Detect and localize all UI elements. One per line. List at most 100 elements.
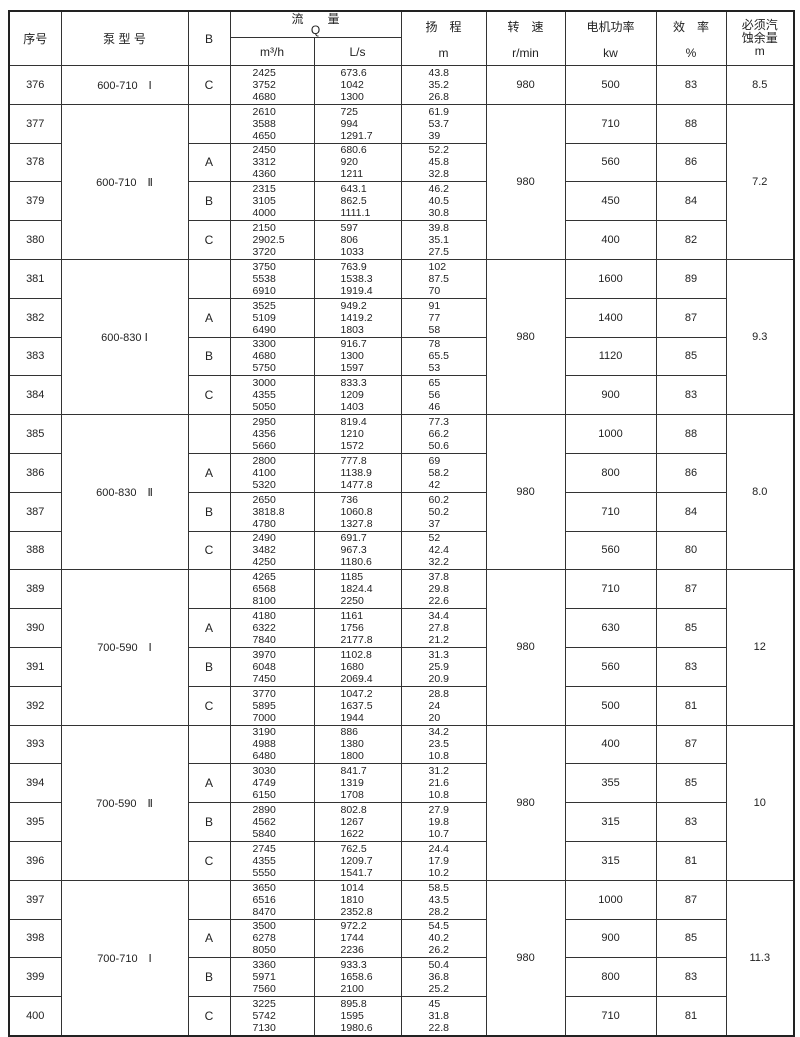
table-row: 377 600-710 Ⅱ 2610 3588 4650 725 994 1291.7 61.9… [8,103,795,260]
impeller-cut [187,414,231,454]
head-m: 46.2 40.5 30.8 [400,181,487,222]
impeller-cut: A [187,763,231,804]
flow-ls-value: 736 [340,493,359,506]
flow-m3h: 4265 6568 8100 [229,569,315,610]
table-row: 378 A 2450 3312 4360 680.6 920 1211 52.2 45.8 32.8… [8,142,794,183]
impeller-cut: A [187,608,231,648]
flow-m3h-value: 2315 [252,183,276,196]
flow-ls-value: 1060.8 [340,505,373,518]
flow-ls: 802.8 1267 1622 [313,802,402,842]
impeller-cut: C [187,375,231,416]
flow-m3h-value: 2425 [252,66,276,79]
flow-m3h-value: 7000 [252,711,276,724]
motor-power: 355 [564,763,657,804]
row-no: 400 [8,996,62,1037]
table-row: 376 600-710 Ⅰ C 2425 3752 4680 673.6 1042 1300 43… [8,65,795,105]
flow-m3h-value: 5320 [252,478,276,491]
flow-m3h-value: 6568 [252,583,276,596]
flow-ls-value: 1803 [340,323,364,336]
flow-ls-value: 949.2 [340,299,367,312]
head-m-value: 78 [428,338,441,351]
flow-ls-value: 1210 [340,428,364,441]
flow-m3h-value: 7560 [252,983,276,996]
flow-m3h-value: 4562 [252,816,276,829]
header-flow-m3h: m³/h [229,37,315,66]
flow-m3h-value: 5895 [252,699,276,712]
row-no: 385 [8,414,62,454]
head-m-value: 43.5 [428,893,449,906]
head-m-value: 25.9 [428,660,449,673]
head-m-value: 45.8 [428,156,449,169]
table-row: 397 700-710 Ⅰ 3650 6516 8470 1014 1810 2352.8 58… [8,879,795,1037]
flow-ls: 597 806 1033 [313,220,402,260]
flow-ls-value: 1744 [340,932,364,945]
flow-m3h-value: 3588 [252,117,276,130]
motor-power: 450 [564,181,657,222]
speed-rpm: 980 [485,65,566,105]
flow-m3h-value: 3752 [252,78,276,91]
motor-power: 630 [564,608,657,648]
flow-ls-value: 1541.7 [340,866,373,879]
flow-ls: 895.8 1595 1980.6 [313,996,402,1037]
head-m-value: 35.1 [428,234,449,247]
flow-m3h-value: 4749 [252,777,276,790]
row-no: 376 [8,65,62,105]
flow-ls-value: 862.5 [340,195,367,208]
row-no: 377 [8,103,62,144]
flow-ls-value: 2069.4 [340,672,373,685]
efficiency: 85 [655,336,727,377]
flow-ls-value: 673.6 [340,66,367,79]
head-m-value: 37 [428,517,441,530]
impeller-cut: C [187,530,231,571]
motor-power: 1120 [564,336,657,377]
table-row: 380 C 2150 2902.5 3720 597 806 1033 39.8 35.1 27.5… [8,220,794,260]
flow-ls: 972.2 1744 2236 [313,918,402,959]
npsh-required: 7.2 [725,103,795,260]
flow-m3h-value: 3030 [252,765,276,778]
header-speed-unit: r/min [512,45,539,60]
head-m: 28.8 24 20 [400,685,487,726]
flow-ls-value: 967.3 [340,544,367,557]
flow-m3h-value: 2890 [252,804,276,817]
flow-ls: 1014 1810 2352.8 [313,879,402,920]
flow-m3h-value: 6480 [252,750,276,763]
flow-m3h-value: 2490 [252,532,276,545]
flow-m3h-value: 2950 [252,416,276,429]
head-m-value: 10.7 [428,828,449,841]
flow-ls: 916.7 1300 1597 [313,336,402,377]
head-m-value: 10.8 [428,750,449,763]
head-m-value: 70 [428,284,441,297]
flow-m3h-value: 2745 [252,842,276,855]
head-m-value: 58.5 [428,881,449,894]
head-m-value: 31.2 [428,765,449,778]
flow-m3h-value: 3105 [252,195,276,208]
header-head: 扬 程 m [400,10,487,66]
flow-ls-value: 1209.7 [340,854,373,867]
flow-m3h-value: 2150 [252,222,276,235]
flow-ls: 949.2 1419.2 1803 [313,297,402,338]
row-no: 391 [8,646,62,687]
flow-ls-value: 1319 [340,777,364,790]
head-m-value: 31.8 [428,1010,449,1023]
flow-m3h-value: 6048 [252,660,276,673]
flow-m3h-value: 5750 [252,362,276,375]
flow-m3h-value: 3300 [252,338,276,351]
flow-m3h: 3225 5742 7130 [229,996,315,1037]
table-row: 389 700-590 Ⅰ 4265 6568 8100 1185 1824.4 2250 37… [8,569,795,726]
row-no: 393 [8,724,62,765]
pump-model: 600-830 Ⅰ [60,258,189,416]
motor-power: 400 [564,724,657,765]
table-body: 376 600-710 Ⅰ C 2425 3752 4680 673.6 1042 1300 43… [8,65,795,1037]
head-m-value: 10.2 [428,866,449,879]
head-m-value: 34.4 [428,610,449,623]
head-m-value: 53 [428,362,441,375]
flow-ls-value: 725 [340,105,359,118]
motor-power: 800 [564,452,657,493]
pump-model: 700-590 Ⅱ [60,724,189,881]
flow-m3h-value: 6516 [252,893,276,906]
flow-ls-value: 1538.3 [340,272,373,285]
flow-ls-value: 763.9 [340,260,367,273]
flow-m3h: 3030 4749 6150 [229,763,315,804]
head-m-value: 25.2 [428,983,449,996]
row-no: 395 [8,802,62,842]
